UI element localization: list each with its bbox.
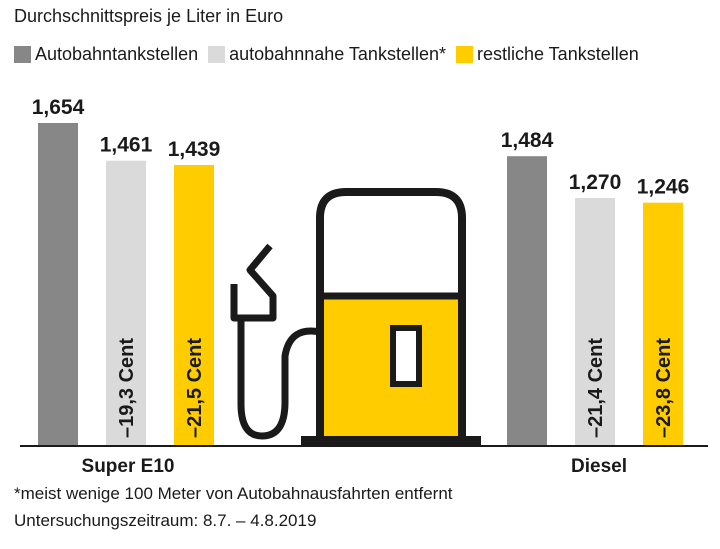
- value-label-diesel-autobahn: 1,484: [501, 129, 554, 152]
- value-label-super-e10-nahe: 1,461: [100, 134, 153, 157]
- chart-title: Durchschnittspreis je Liter in Euro: [14, 6, 284, 26]
- difference-label-super-e10-restlich: –21,5 Cent: [184, 338, 206, 438]
- difference-label-diesel-restlich: –23,8 Cent: [653, 338, 675, 438]
- legend-label-nahe: autobahnnahe Tankstellen*: [229, 44, 446, 64]
- bar-diesel-autobahn: [507, 156, 547, 446]
- category-label-super-e10: Super E10: [82, 456, 175, 477]
- value-label-super-e10-autobahn: 1,654: [32, 96, 85, 119]
- bar-diesel-nahe: [575, 197, 615, 446]
- difference-label-diesel-nahe: –21,4 Cent: [585, 338, 607, 438]
- legend-swatch-restlich: [455, 46, 473, 63]
- value-label-super-e10-restlich: 1,439: [168, 138, 221, 161]
- legend-item-autobahn: Autobahntankstellen: [14, 44, 198, 65]
- bar-super-e10-nahe: [106, 160, 146, 446]
- bar-super-e10-autobahn: [38, 123, 78, 446]
- footnote-definition: *meist wenige 100 Meter von Autobahnausf…: [14, 484, 453, 503]
- value-labels-group: 1,654 1,461 1,439 1,484 1,270 1,246: [32, 96, 690, 199]
- legend-label-restlich: restliche Tankstellen: [476, 44, 639, 64]
- legend-label-autobahn: Autobahntankstellen: [35, 44, 199, 64]
- legend-swatch-nahe: [208, 46, 226, 63]
- difference-labels-group: –19,3 Cent –21,5 Cent –21,4 Cent –23,8 Cent: [116, 338, 675, 438]
- footnote-period: Untersuchungszeitraum: 8.7. – 4.8.2019: [14, 511, 317, 530]
- legend: Autobahntankstellen autobahnnahe Tankste…: [14, 44, 649, 65]
- value-label-diesel-restlich: 1,246: [637, 176, 690, 199]
- legend-item-restlich: restliche Tankstellen: [455, 44, 639, 65]
- category-label-diesel: Diesel: [571, 456, 627, 477]
- bar-diesel-restlich: [643, 202, 683, 446]
- value-label-diesel-nahe: 1,270: [569, 171, 622, 194]
- difference-label-super-e10-nahe: –19,3 Cent: [116, 338, 138, 438]
- category-labels-group: Super E10 Diesel: [82, 456, 627, 477]
- bars-group: [38, 123, 683, 447]
- legend-swatch-autobahn: [14, 46, 31, 63]
- bar-super-e10-restlich: [174, 164, 214, 447]
- legend-item-nahe: autobahnnahe Tankstellen*: [208, 44, 446, 65]
- fuel-pump-icon: [230, 188, 481, 445]
